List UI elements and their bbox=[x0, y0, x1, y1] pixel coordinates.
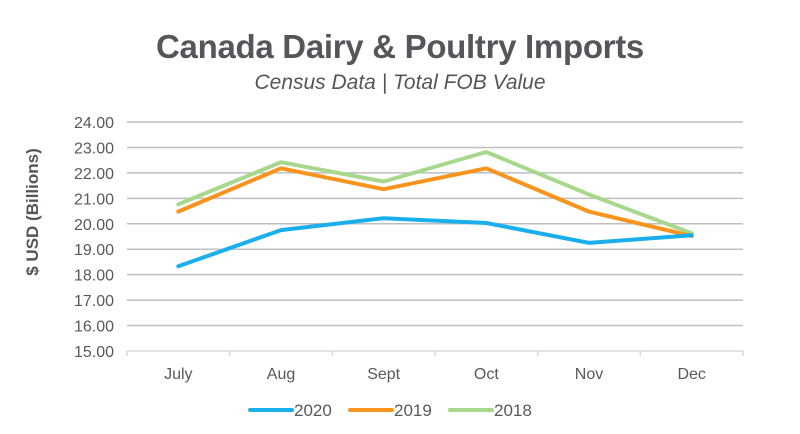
legend-label-2020: 2020 bbox=[294, 401, 332, 420]
x-tick-label: Nov bbox=[575, 366, 603, 383]
series-line-2020 bbox=[176, 216, 694, 269]
x-tick-label: Dec bbox=[677, 366, 705, 383]
legend: 2020 2019 2018 bbox=[248, 401, 532, 420]
y-tick-label: 18.00 bbox=[74, 268, 114, 285]
y-tick-label: 17.00 bbox=[74, 293, 114, 310]
y-tick-label: 24.00 bbox=[74, 115, 114, 132]
y-tick-label: 19.00 bbox=[74, 242, 114, 259]
x-tick-label: July bbox=[164, 366, 192, 383]
y-tick-label: 23.00 bbox=[74, 140, 114, 157]
legend-label-2018: 2018 bbox=[494, 401, 532, 420]
y-tick-label: 21.00 bbox=[74, 191, 114, 208]
legend-label-2019: 2019 bbox=[394, 401, 432, 420]
y-tick-label: 15.00 bbox=[74, 344, 114, 361]
x-axis: July Aug Sept Oct Nov Dec bbox=[126, 350, 744, 383]
chart-title: Canada Dairy & Poultry Imports bbox=[156, 28, 644, 65]
y-axis-label: $ USD (Billions) bbox=[23, 148, 42, 276]
series-line-2019 bbox=[176, 166, 694, 238]
x-tick-label: Oct bbox=[474, 366, 499, 383]
chart-subtitle: Census Data | Total FOB Value bbox=[254, 71, 546, 94]
series-lines bbox=[176, 150, 694, 269]
y-tick-label: 20.00 bbox=[74, 217, 114, 234]
x-tick-label: Aug bbox=[267, 366, 295, 383]
y-tick-labels: 15.00 16.00 17.00 18.00 19.00 20.00 21.00 22.00… bbox=[74, 115, 114, 361]
x-tick-label: Sept bbox=[367, 366, 400, 383]
y-tick-label: 16.00 bbox=[74, 319, 114, 336]
gridlines bbox=[127, 121, 743, 327]
series-line-2018 bbox=[176, 150, 694, 236]
y-tick-label: 22.00 bbox=[74, 166, 114, 183]
